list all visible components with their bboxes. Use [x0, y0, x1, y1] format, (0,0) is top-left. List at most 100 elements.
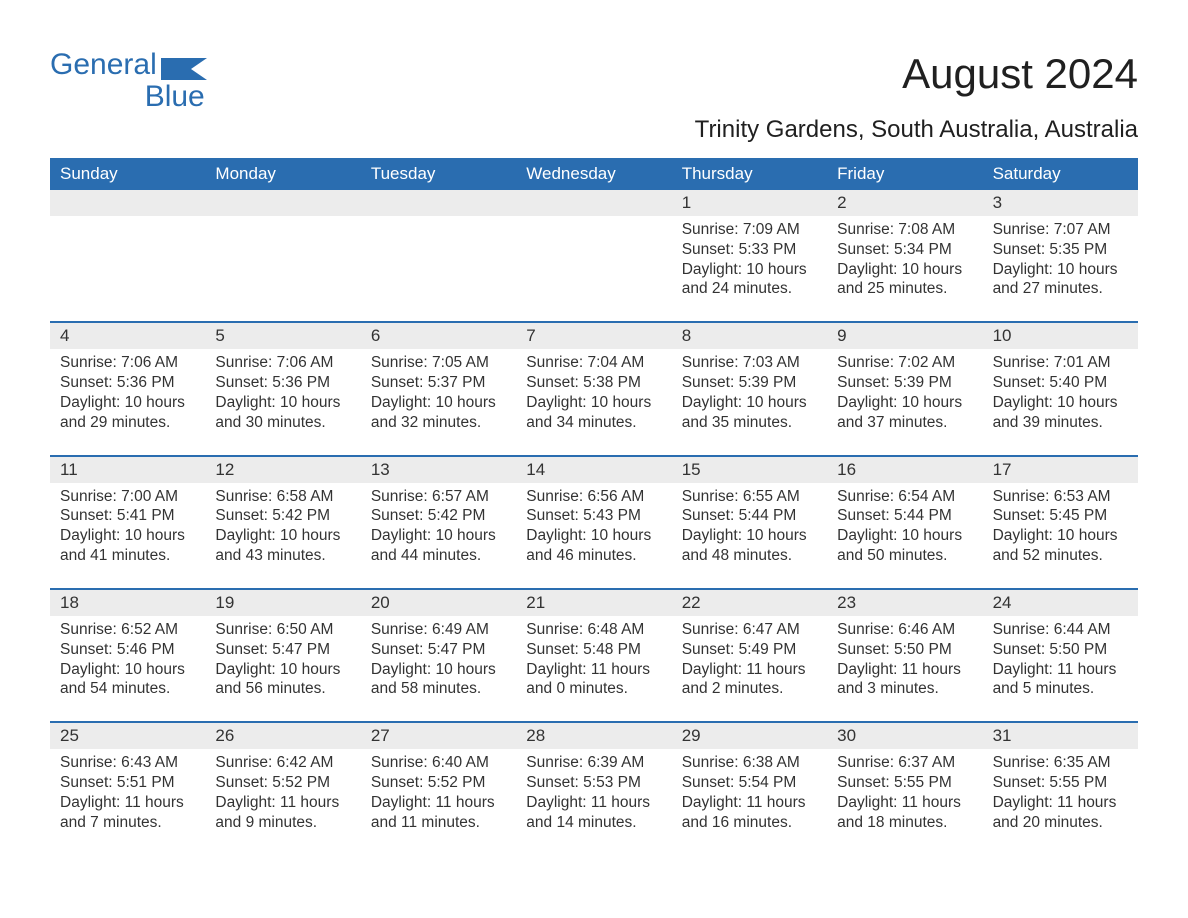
sunrise-value: Sunrise: 7:05 AM [371, 353, 506, 373]
calendar-cell: 28Sunrise: 6:39 AMSunset: 5:53 PMDayligh… [516, 723, 671, 838]
day-number: 15 [672, 457, 827, 483]
day-number: 4 [50, 323, 205, 349]
sunset-value: Sunset: 5:38 PM [526, 373, 661, 393]
calendar-cell: 13Sunrise: 6:57 AMSunset: 5:42 PMDayligh… [361, 457, 516, 572]
day-details: Sunrise: 6:35 AMSunset: 5:55 PMDaylight:… [983, 749, 1138, 838]
sunset-value: Sunset: 5:55 PM [837, 773, 972, 793]
day-details: Sunrise: 6:39 AMSunset: 5:53 PMDaylight:… [516, 749, 671, 838]
day-number: 24 [983, 590, 1138, 616]
sunrise-value: Sunrise: 6:47 AM [682, 620, 817, 640]
day-number: 10 [983, 323, 1138, 349]
calendar-cell: 15Sunrise: 6:55 AMSunset: 5:44 PMDayligh… [672, 457, 827, 572]
sunrise-value: Sunrise: 7:02 AM [837, 353, 972, 373]
daylight-value: Daylight: 11 hours and 16 minutes. [682, 793, 817, 833]
calendar-cell: 9Sunrise: 7:02 AMSunset: 5:39 PMDaylight… [827, 323, 982, 438]
sunset-value: Sunset: 5:50 PM [837, 640, 972, 660]
day-details: Sunrise: 7:01 AMSunset: 5:40 PMDaylight:… [983, 349, 1138, 438]
day-number: 20 [361, 590, 516, 616]
sunset-value: Sunset: 5:45 PM [993, 506, 1128, 526]
sunrise-value: Sunrise: 6:48 AM [526, 620, 661, 640]
day-details: Sunrise: 7:06 AMSunset: 5:36 PMDaylight:… [50, 349, 205, 438]
day-details: Sunrise: 7:03 AMSunset: 5:39 PMDaylight:… [672, 349, 827, 438]
calendar-cell [361, 190, 516, 305]
sunset-value: Sunset: 5:35 PM [993, 240, 1128, 260]
sunrise-value: Sunrise: 7:01 AM [993, 353, 1128, 373]
sunrise-value: Sunrise: 7:06 AM [215, 353, 350, 373]
sunset-value: Sunset: 5:44 PM [837, 506, 972, 526]
sunset-value: Sunset: 5:44 PM [682, 506, 817, 526]
day-number: 19 [205, 590, 360, 616]
day-details: Sunrise: 7:06 AMSunset: 5:36 PMDaylight:… [205, 349, 360, 438]
daylight-value: Daylight: 10 hours and 35 minutes. [682, 393, 817, 433]
day-details: Sunrise: 6:53 AMSunset: 5:45 PMDaylight:… [983, 483, 1138, 572]
sunrise-value: Sunrise: 6:53 AM [993, 487, 1128, 507]
sunrise-value: Sunrise: 7:00 AM [60, 487, 195, 507]
daylight-value: Daylight: 11 hours and 5 minutes. [993, 660, 1128, 700]
day-details: Sunrise: 6:50 AMSunset: 5:47 PMDaylight:… [205, 616, 360, 705]
sunset-value: Sunset: 5:51 PM [60, 773, 195, 793]
daylight-value: Daylight: 11 hours and 2 minutes. [682, 660, 817, 700]
sunrise-value: Sunrise: 6:57 AM [371, 487, 506, 507]
col-sunday: Sunday [50, 158, 205, 190]
daylight-value: Daylight: 10 hours and 34 minutes. [526, 393, 661, 433]
daylight-value: Daylight: 11 hours and 0 minutes. [526, 660, 661, 700]
sunset-value: Sunset: 5:46 PM [60, 640, 195, 660]
calendar-cell: 18Sunrise: 6:52 AMSunset: 5:46 PMDayligh… [50, 590, 205, 705]
day-details: Sunrise: 6:57 AMSunset: 5:42 PMDaylight:… [361, 483, 516, 572]
sunset-value: Sunset: 5:47 PM [215, 640, 350, 660]
day-number: 27 [361, 723, 516, 749]
daylight-value: Daylight: 11 hours and 11 minutes. [371, 793, 506, 833]
day-number: 29 [672, 723, 827, 749]
sunset-value: Sunset: 5:42 PM [371, 506, 506, 526]
day-number: 25 [50, 723, 205, 749]
daylight-value: Daylight: 11 hours and 20 minutes. [993, 793, 1128, 833]
sunrise-value: Sunrise: 6:52 AM [60, 620, 195, 640]
sunrise-value: Sunrise: 7:06 AM [60, 353, 195, 373]
day-details: Sunrise: 6:37 AMSunset: 5:55 PMDaylight:… [827, 749, 982, 838]
day-number: 9 [827, 323, 982, 349]
calendar-cell: 6Sunrise: 7:05 AMSunset: 5:37 PMDaylight… [361, 323, 516, 438]
day-number: 23 [827, 590, 982, 616]
day-details: Sunrise: 6:48 AMSunset: 5:48 PMDaylight:… [516, 616, 671, 705]
day-number: 12 [205, 457, 360, 483]
calendar-cell: 21Sunrise: 6:48 AMSunset: 5:48 PMDayligh… [516, 590, 671, 705]
day-details: Sunrise: 6:58 AMSunset: 5:42 PMDaylight:… [205, 483, 360, 572]
sunset-value: Sunset: 5:43 PM [526, 506, 661, 526]
calendar-cell: 31Sunrise: 6:35 AMSunset: 5:55 PMDayligh… [983, 723, 1138, 838]
calendar-cell: 29Sunrise: 6:38 AMSunset: 5:54 PMDayligh… [672, 723, 827, 838]
day-number: 28 [516, 723, 671, 749]
day-details: Sunrise: 6:43 AMSunset: 5:51 PMDaylight:… [50, 749, 205, 838]
day-number: 11 [50, 457, 205, 483]
day-number: 17 [983, 457, 1138, 483]
day-number: 6 [361, 323, 516, 349]
logo: General Blue [50, 50, 207, 112]
daylight-value: Daylight: 11 hours and 18 minutes. [837, 793, 972, 833]
calendar-cell: 8Sunrise: 7:03 AMSunset: 5:39 PMDaylight… [672, 323, 827, 438]
day-details: Sunrise: 6:52 AMSunset: 5:46 PMDaylight:… [50, 616, 205, 705]
daylight-value: Daylight: 10 hours and 46 minutes. [526, 526, 661, 566]
day-number: 7 [516, 323, 671, 349]
logo-word1: General [50, 48, 157, 81]
calendar-cell: 17Sunrise: 6:53 AMSunset: 5:45 PMDayligh… [983, 457, 1138, 572]
logo-word2: Blue [50, 82, 207, 112]
day-number [361, 190, 516, 216]
day-details: Sunrise: 6:38 AMSunset: 5:54 PMDaylight:… [672, 749, 827, 838]
calendar-cell: 11Sunrise: 7:00 AMSunset: 5:41 PMDayligh… [50, 457, 205, 572]
day-number: 8 [672, 323, 827, 349]
daylight-value: Daylight: 10 hours and 50 minutes. [837, 526, 972, 566]
sunset-value: Sunset: 5:49 PM [682, 640, 817, 660]
header: General Blue August 2024 Trinity Gardens… [50, 50, 1138, 144]
day-number: 14 [516, 457, 671, 483]
calendar-cell: 14Sunrise: 6:56 AMSunset: 5:43 PMDayligh… [516, 457, 671, 572]
daylight-value: Daylight: 10 hours and 32 minutes. [371, 393, 506, 433]
calendar-cell: 23Sunrise: 6:46 AMSunset: 5:50 PMDayligh… [827, 590, 982, 705]
day-number: 26 [205, 723, 360, 749]
calendar-header-row: Sunday Monday Tuesday Wednesday Thursday… [50, 158, 1138, 190]
day-number: 16 [827, 457, 982, 483]
sunset-value: Sunset: 5:40 PM [993, 373, 1128, 393]
col-friday: Friday [827, 158, 982, 190]
day-details: Sunrise: 6:44 AMSunset: 5:50 PMDaylight:… [983, 616, 1138, 705]
weeks-container: 1Sunrise: 7:09 AMSunset: 5:33 PMDaylight… [50, 190, 1138, 839]
day-details: Sunrise: 6:40 AMSunset: 5:52 PMDaylight:… [361, 749, 516, 838]
calendar-cell: 27Sunrise: 6:40 AMSunset: 5:52 PMDayligh… [361, 723, 516, 838]
